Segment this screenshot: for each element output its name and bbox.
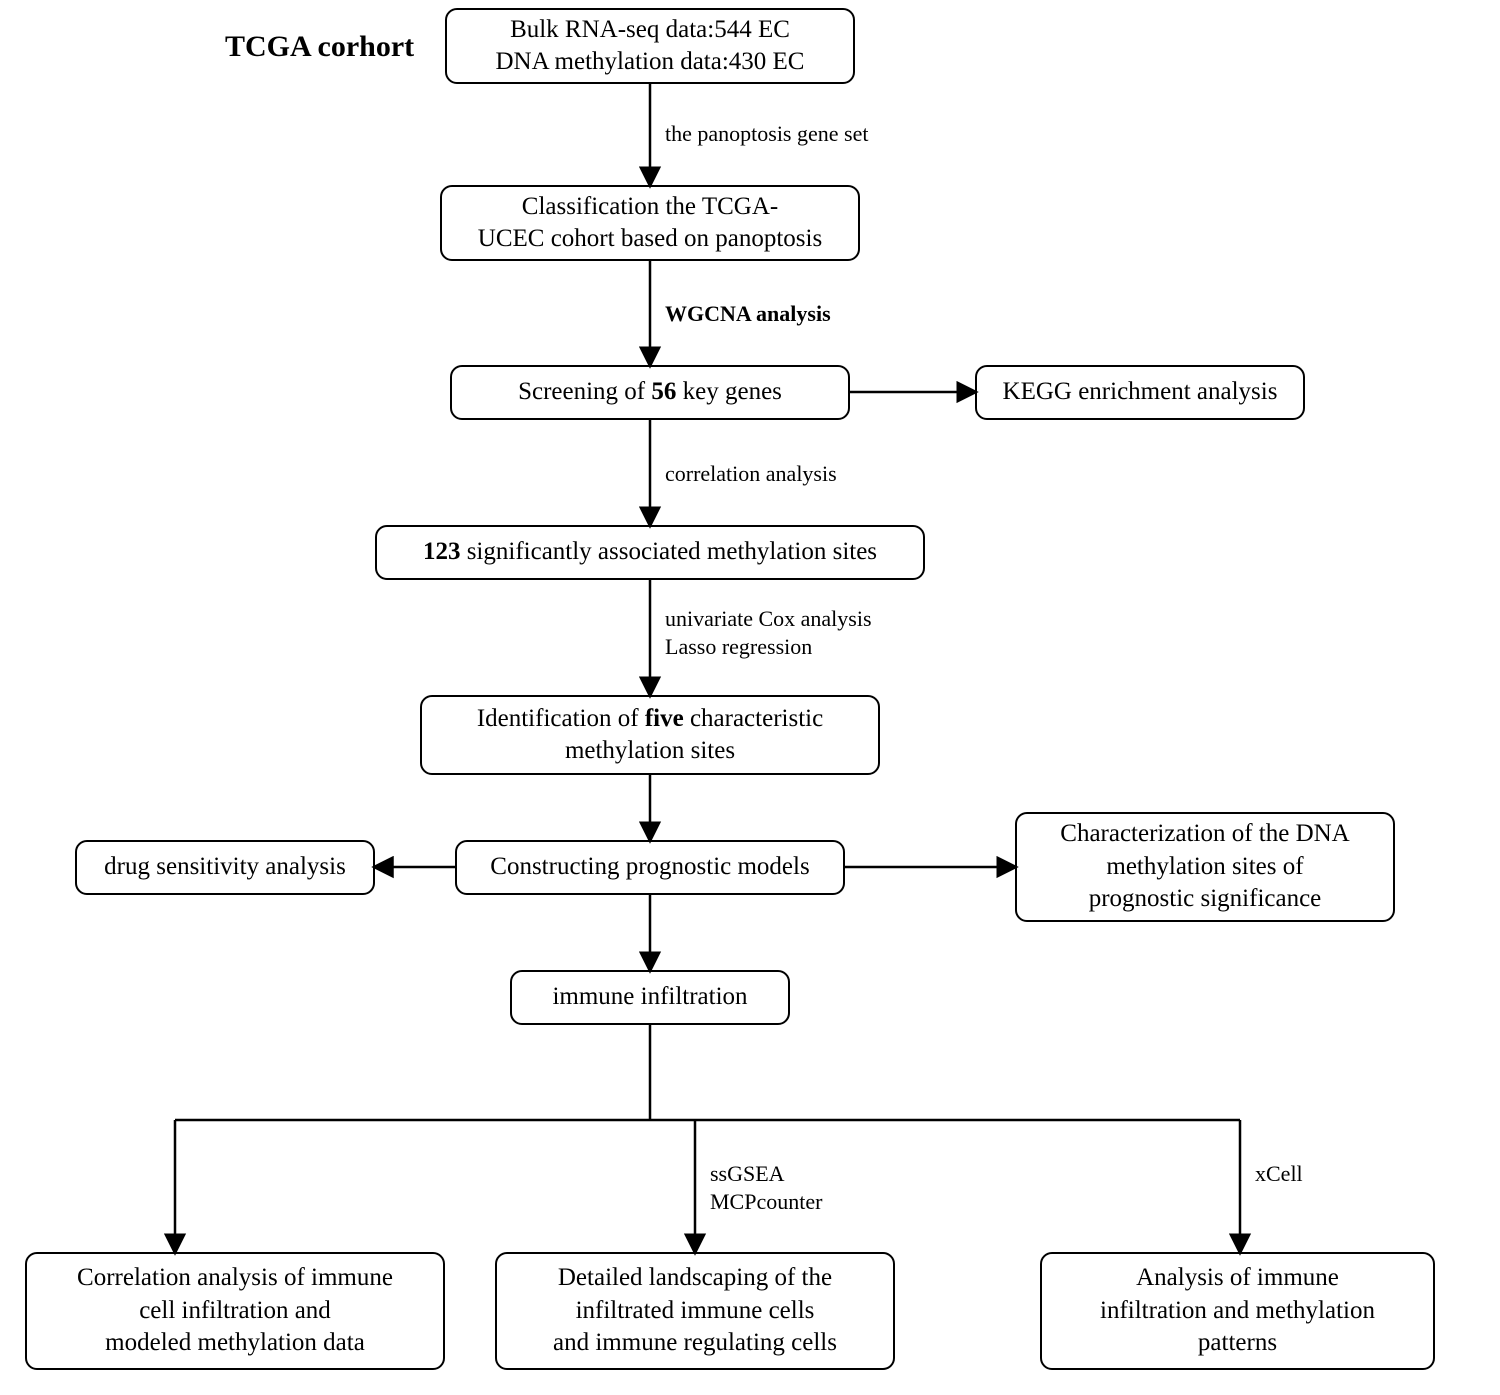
node-line: prognostic significance <box>1060 883 1349 916</box>
node-line: methylation sites of <box>1060 851 1349 884</box>
edge-label-wgcna: WGCNA analysis <box>665 300 831 328</box>
node-analysis-patterns: Analysis of immune infiltration and meth… <box>1040 1252 1435 1370</box>
node-detailed-landscaping: Detailed landscaping of the infiltrated … <box>495 1252 895 1370</box>
edge-label-cox-lasso: univariate Cox analysis Lasso regression <box>665 605 872 660</box>
text: Identification of <box>477 705 645 732</box>
bold-word: five <box>645 705 684 732</box>
text: significantly associated methylation sit… <box>460 538 877 565</box>
node-input-data: Bulk RNA-seq data:544 EC DNA methylation… <box>445 8 855 84</box>
text: univariate Cox analysis <box>665 605 872 633</box>
node-screening-genes: Screening of 56 key genes <box>450 365 850 420</box>
node-correlation-analysis: Correlation analysis of immune cell infi… <box>25 1252 445 1370</box>
node-line: Detailed landscaping of the <box>553 1262 837 1295</box>
node-line: cell infiltration and <box>77 1295 393 1328</box>
text: ssGSEA <box>710 1160 822 1188</box>
diagram-title: TCGA corhort <box>225 30 414 64</box>
node-line: infiltrated immune cells <box>553 1295 837 1328</box>
text: characteristic <box>684 705 824 732</box>
node-line: modeled methylation data <box>77 1327 393 1360</box>
node-text: immune infiltration <box>552 981 747 1014</box>
node-text: KEGG enrichment analysis <box>1003 376 1278 409</box>
node-methylation-sites: 123 significantly associated methylation… <box>375 525 925 580</box>
edge-label-xcell: xCell <box>1255 1160 1303 1188</box>
text: Screening of <box>518 378 651 405</box>
node-line: infiltration and methylation <box>1100 1295 1375 1328</box>
node-line: Identification of five characteristic <box>477 703 823 736</box>
node-text: drug sensitivity analysis <box>104 851 346 884</box>
node-prognostic-models: Constructing prognostic models <box>455 840 845 895</box>
node-text: Constructing prognostic models <box>490 851 809 884</box>
node-line: Bulk RNA-seq data:544 EC <box>496 14 805 47</box>
node-line: Characterization of the DNA <box>1060 818 1349 851</box>
text: Lasso regression <box>665 633 872 661</box>
node-line: UCEC cohort based on panoptosis <box>478 223 822 256</box>
edge-label-ssgsea: ssGSEA MCPcounter <box>710 1160 822 1215</box>
text: key genes <box>676 378 782 405</box>
edge-label-panoptosis: the panoptosis gene set <box>665 120 868 148</box>
node-line: Analysis of immune <box>1100 1262 1375 1295</box>
node-line: and immune regulating cells <box>553 1327 837 1360</box>
node-drug-sensitivity: drug sensitivity analysis <box>75 840 375 895</box>
node-characterization: Characterization of the DNA methylation … <box>1015 812 1395 922</box>
node-line: patterns <box>1100 1327 1375 1360</box>
node-line: methylation sites <box>477 735 823 768</box>
node-immune-infiltration: immune infiltration <box>510 970 790 1025</box>
bold-number: 56 <box>651 378 676 405</box>
node-line: Classification the TCGA- <box>478 191 822 224</box>
edge-label-correlation: correlation analysis <box>665 460 837 488</box>
node-line: DNA methylation data:430 EC <box>496 46 805 79</box>
node-line: Correlation analysis of immune <box>77 1262 393 1295</box>
node-kegg: KEGG enrichment analysis <box>975 365 1305 420</box>
bold-number: 123 <box>423 538 461 565</box>
node-five-sites: Identification of five characteristic me… <box>420 695 880 775</box>
text: MCPcounter <box>710 1188 822 1216</box>
node-classification: Classification the TCGA- UCEC cohort bas… <box>440 185 860 261</box>
